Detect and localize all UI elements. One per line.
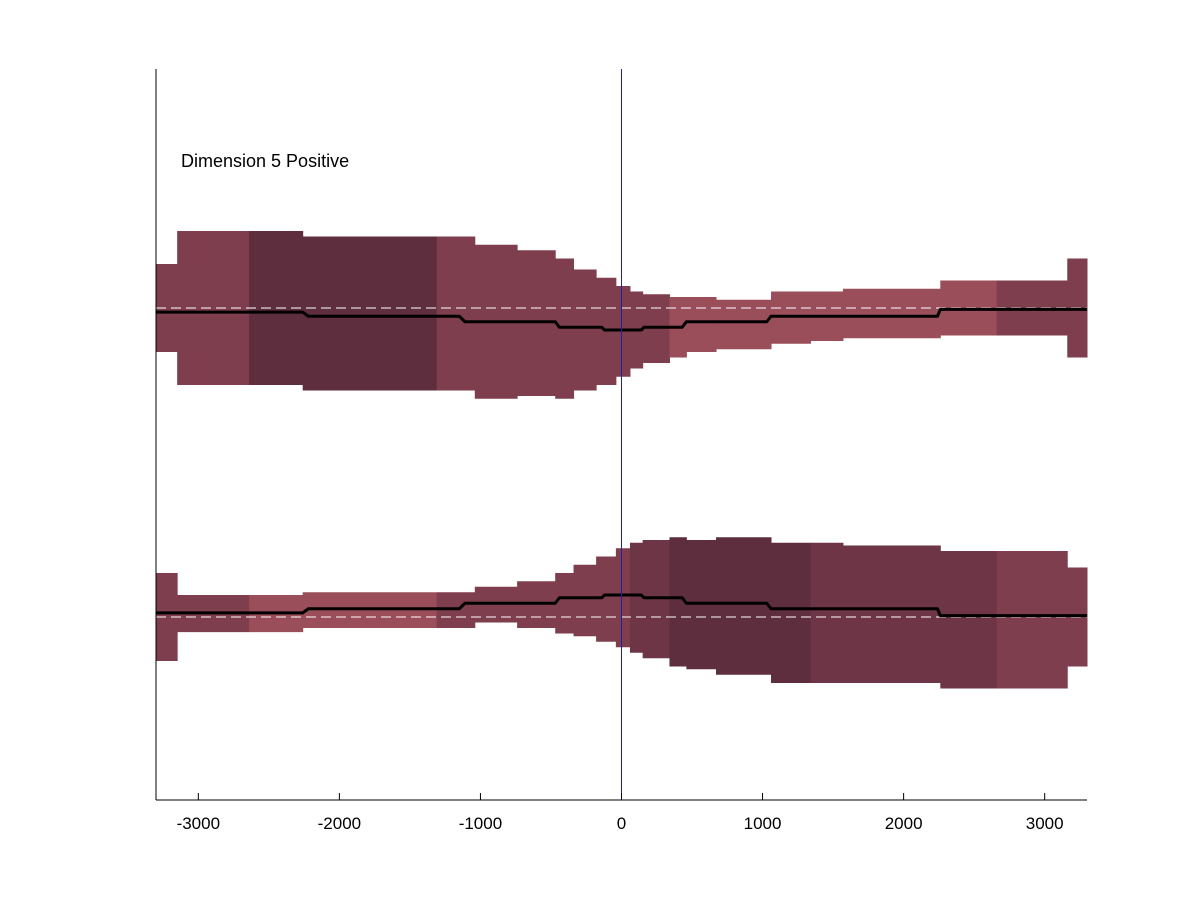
band-segment-lower-9	[596, 556, 617, 642]
band-segment-lower-17	[810, 542, 844, 683]
band-segment-lower-8	[573, 564, 597, 637]
band-segment-lower-19	[940, 551, 998, 689]
panel-upper	[156, 231, 1088, 399]
chart-title: Dimension 5 Positive	[181, 151, 349, 171]
band-segment-lower-10	[615, 548, 631, 648]
x-tick-label: -3000	[177, 814, 220, 833]
x-tick-label: 3000	[1026, 814, 1064, 833]
band-segment-upper-15	[716, 299, 772, 350]
band-segment-lower-18	[842, 545, 941, 683]
band-segment-lower-7	[555, 573, 575, 634]
series-line-upper	[156, 307, 1087, 332]
x-tick-label: -1000	[459, 814, 502, 833]
x-axis: -3000 -2000 -1000 0 1000 2000 3000	[155, 69, 1087, 833]
band-segment-upper-3	[302, 236, 438, 391]
panel-lower	[156, 537, 1088, 689]
band-segment-upper-0	[156, 264, 178, 352]
x-tick-label: 2000	[885, 814, 923, 833]
x-tick-label: -2000	[318, 814, 361, 833]
band-segment-upper-8	[573, 269, 597, 391]
plot-area	[156, 69, 1088, 800]
band-segment-lower-0	[156, 573, 178, 661]
band-segment-lower-11	[629, 542, 644, 653]
band-segment-upper-14	[686, 297, 717, 352]
x-tick-label: 0	[617, 814, 626, 833]
band-segment-lower-20	[996, 551, 1068, 689]
band-segment-lower-15	[716, 537, 772, 675]
band-segment-lower-16	[771, 542, 812, 683]
band-segment-lower-13	[669, 537, 687, 667]
band-segment-upper-18	[842, 288, 941, 339]
series-line-lower	[156, 593, 1087, 618]
x-tick-label: 1000	[744, 814, 782, 833]
band-segment-upper-4	[436, 236, 476, 391]
